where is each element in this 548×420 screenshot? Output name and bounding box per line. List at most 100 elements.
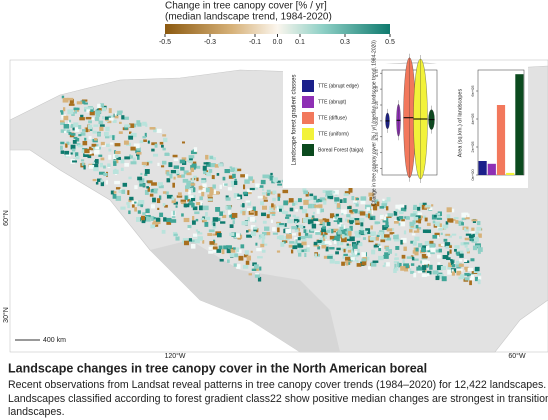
raster-cell <box>71 150 75 155</box>
raster-cell <box>378 247 382 252</box>
raster-cell <box>219 184 222 189</box>
raster-cell <box>451 269 454 274</box>
raster-cell <box>284 211 289 215</box>
raster-cell <box>65 152 71 157</box>
raster-cell <box>183 171 188 175</box>
raster-cell <box>221 249 225 255</box>
raster-cell <box>422 270 426 273</box>
raster-cell <box>116 157 121 160</box>
raster-cell <box>411 256 415 261</box>
raster-cell <box>217 232 222 238</box>
y-tick-label: -0.25 <box>374 131 379 141</box>
raster-cell <box>189 187 195 193</box>
raster-cell <box>95 116 100 122</box>
raster-cell <box>301 241 307 246</box>
raster-cell <box>202 218 207 222</box>
raster-cell <box>102 107 107 112</box>
raster-cell <box>68 103 75 106</box>
raster-cell <box>98 120 104 125</box>
raster-cell <box>150 204 155 209</box>
raster-cell <box>322 189 329 194</box>
raster-cell <box>355 220 360 224</box>
raster-cell <box>89 110 95 116</box>
land <box>150 240 340 352</box>
raster-cell <box>273 206 280 209</box>
raster-cell <box>99 126 104 131</box>
raster-cell <box>450 260 454 266</box>
raster-cell <box>128 210 131 215</box>
raster-cell <box>410 263 415 266</box>
raster-cell <box>261 192 266 195</box>
raster-cell <box>243 184 246 190</box>
raster-cell <box>457 268 463 272</box>
raster-cell <box>336 203 341 208</box>
raster-cell <box>204 216 211 221</box>
raster-cell <box>322 234 326 238</box>
raster-cell <box>216 248 222 253</box>
raster-cell <box>358 231 364 235</box>
raster-cell <box>192 206 198 211</box>
y-tick-label: 6e+05 <box>470 85 475 97</box>
raster-cell <box>370 261 377 267</box>
raster-cell <box>351 250 354 255</box>
raster-cell <box>243 254 249 258</box>
raster-cell <box>415 224 419 229</box>
raster-cell <box>415 247 419 252</box>
raster-cell <box>354 210 358 214</box>
raster-cell <box>247 217 252 222</box>
raster-cell <box>74 127 80 132</box>
raster-cell <box>466 248 470 252</box>
raster-cell <box>233 263 237 267</box>
raster-cell <box>272 190 277 194</box>
raster-cell <box>175 236 180 241</box>
raster-cell <box>126 202 130 205</box>
raster-cell <box>400 266 406 271</box>
raster-cell <box>303 229 307 234</box>
raster-cell <box>259 185 264 188</box>
raster-cell <box>209 191 214 195</box>
raster-cell <box>164 204 168 208</box>
raster-cell <box>437 262 441 265</box>
raster-cell <box>83 153 89 157</box>
raster-cell <box>173 201 178 205</box>
raster-cell <box>311 215 315 221</box>
raster-cell <box>188 155 195 159</box>
raster-cell <box>206 172 211 177</box>
raster-cell <box>183 203 190 208</box>
raster-cell <box>193 187 196 193</box>
raster-cell <box>403 263 410 268</box>
raster-cell <box>294 229 299 232</box>
raster-cell <box>325 191 331 196</box>
raster-cell <box>98 154 103 157</box>
raster-cell <box>250 250 253 253</box>
raster-cell <box>218 245 223 250</box>
raster-cell <box>356 252 360 256</box>
raster-cell <box>263 199 268 202</box>
raster-cell <box>426 264 429 268</box>
raster-cell <box>289 207 294 212</box>
raster-cell <box>108 148 112 152</box>
raster-cell <box>438 273 444 279</box>
raster-cell <box>79 117 85 121</box>
raster-cell <box>95 110 102 114</box>
raster-cell <box>161 144 164 148</box>
raster-cell <box>114 143 121 147</box>
raster-cell <box>357 248 360 253</box>
raster-cell <box>423 268 427 273</box>
raster-cell <box>378 255 384 261</box>
raster-cell <box>144 173 148 176</box>
raster-cell <box>470 274 474 279</box>
raster-cell <box>401 254 406 259</box>
raster-cell <box>127 190 130 195</box>
raster-cell <box>112 194 117 199</box>
raster-cell <box>368 235 371 240</box>
raster-cell <box>71 133 76 136</box>
raster-cell <box>272 232 278 235</box>
raster-cell <box>214 164 219 168</box>
raster-cell <box>138 178 145 183</box>
raster-cell <box>440 232 443 235</box>
raster-cell <box>216 173 220 176</box>
raster-cell <box>428 254 431 257</box>
raster-cell <box>319 237 326 241</box>
raster-cell <box>393 210 398 216</box>
